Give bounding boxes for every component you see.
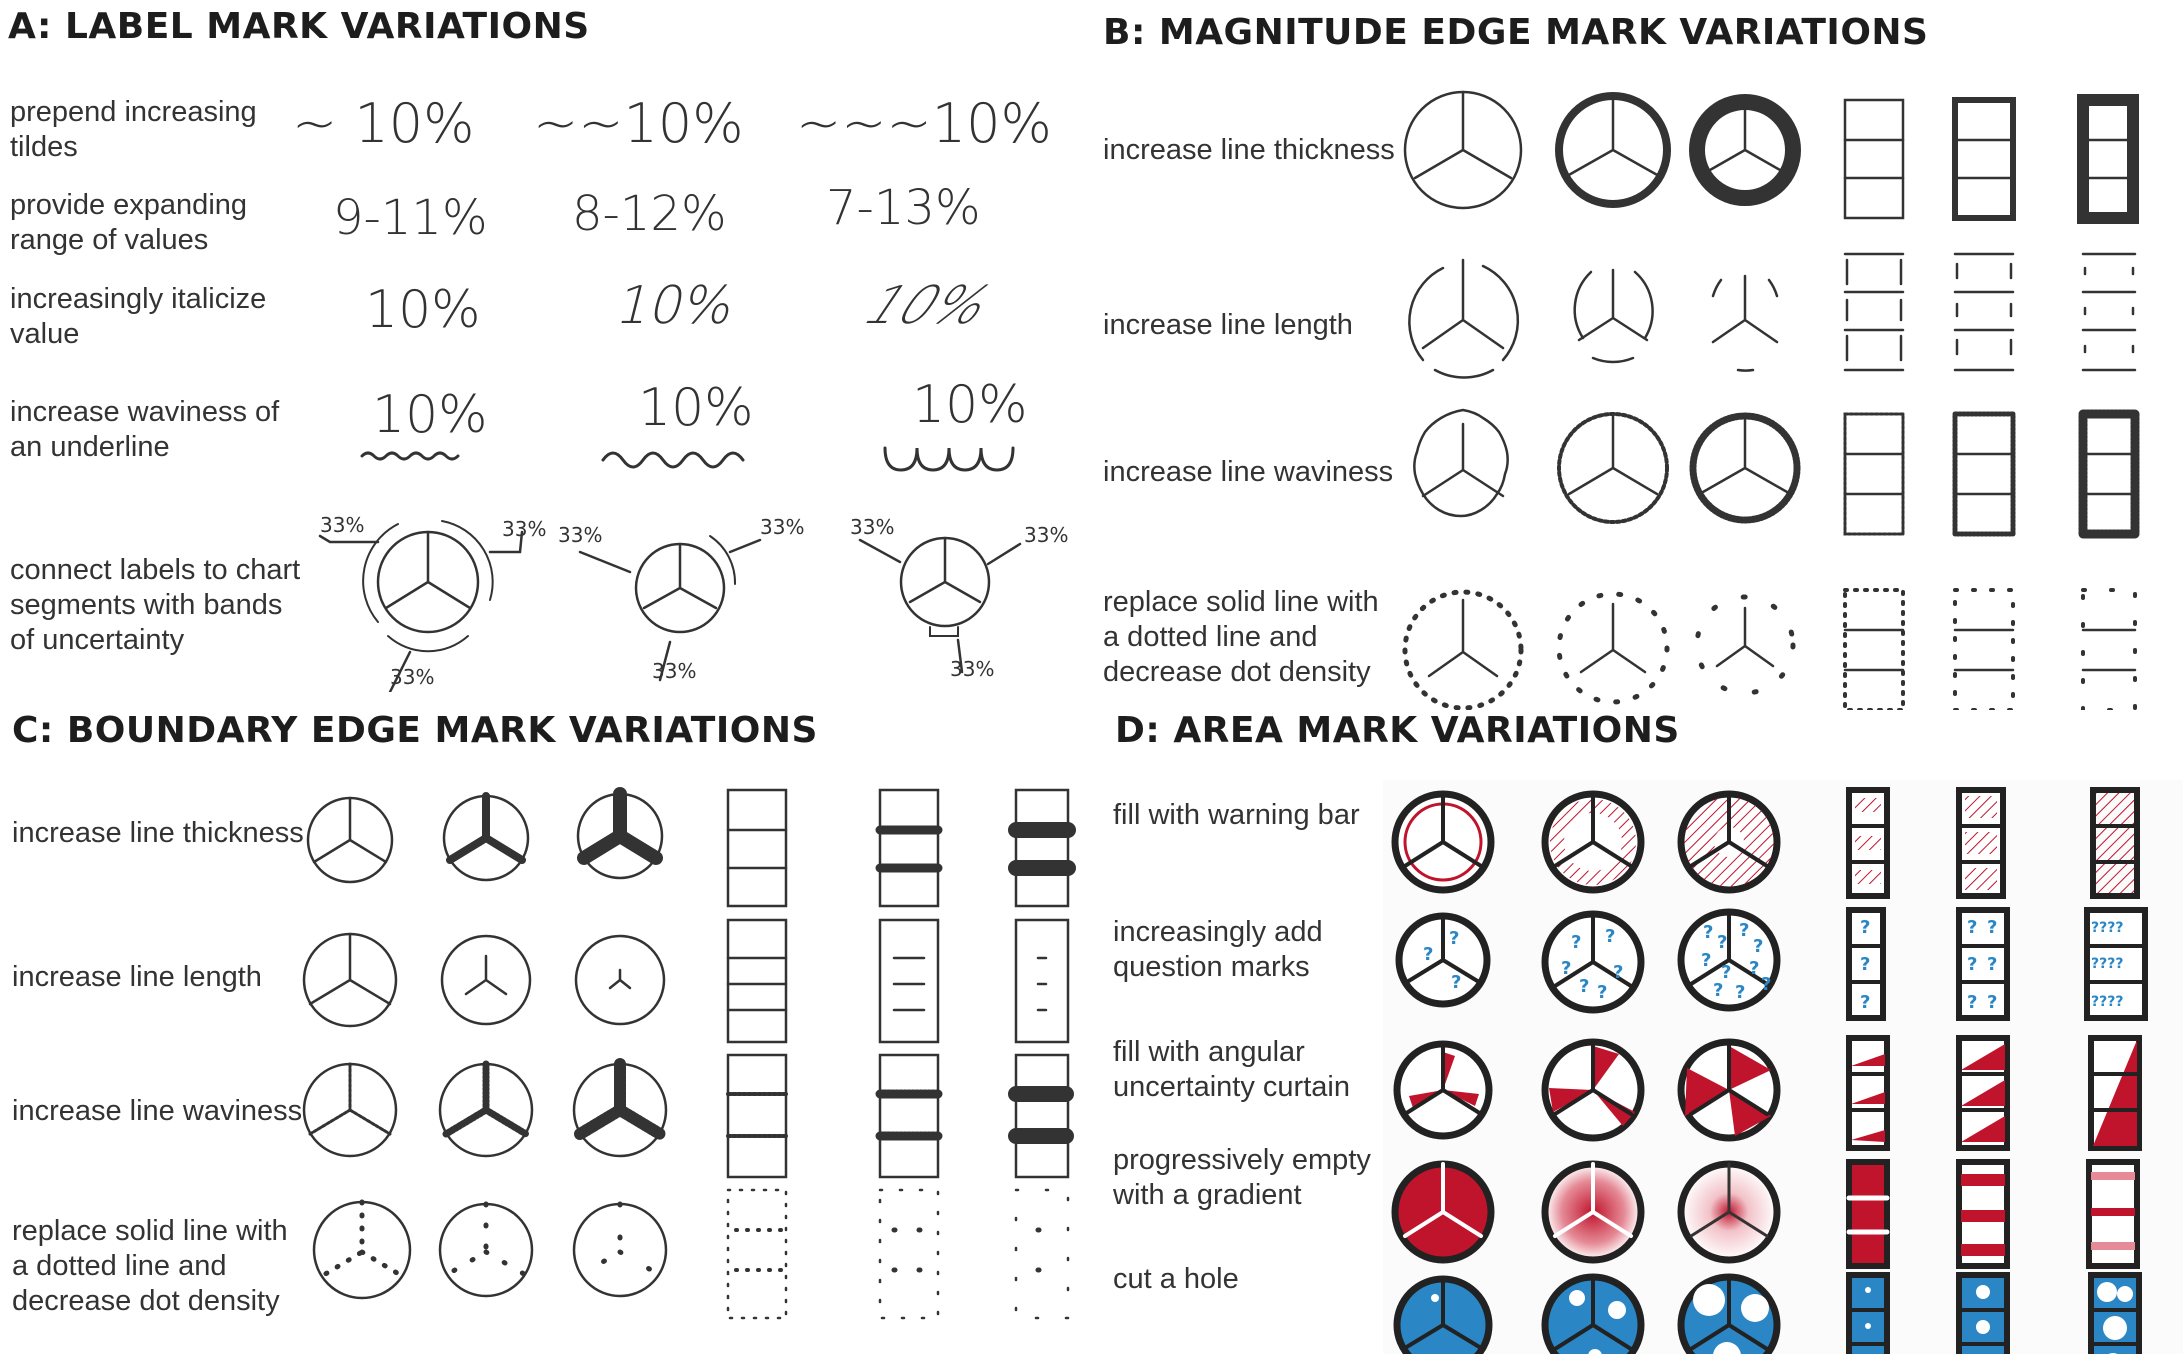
panel-d-row-2-label: increasingly add question marks <box>1113 916 1323 983</box>
svg-text:?: ? <box>1613 962 1623 983</box>
connected-label-1a: 33% <box>320 513 364 537</box>
svg-text:?: ? <box>1571 932 1581 953</box>
svg-text:?: ? <box>1761 974 1771 995</box>
panel-d-sketches: ??? ?????? ?????????? ??? ?????? ???????… <box>1391 787 2148 1354</box>
panel-b-row-1-label: increase line thickness <box>1103 134 1395 166</box>
svg-text:?: ? <box>1967 992 1977 1013</box>
panel-d-row-5-label: cut a hole <box>1113 1263 1239 1295</box>
svg-text:?: ? <box>1597 982 1607 1003</box>
connected-label-3b: 33% <box>1024 523 1068 547</box>
panel-c-row-2-label: increase line length <box>12 961 262 993</box>
svg-text:?: ? <box>1451 972 1461 993</box>
connected-label-2c: 33% <box>652 659 696 683</box>
svg-text:????: ???? <box>2091 956 2123 972</box>
svg-text:?: ? <box>1860 954 1870 975</box>
svg-text:?: ? <box>1967 954 1977 975</box>
panel-a-title: A: LABEL MARK VARIATIONS <box>8 6 590 47</box>
panel-a-row-4-label: increase waviness of an underline <box>10 396 280 463</box>
svg-text:?: ? <box>1721 962 1731 983</box>
connected-label-1c: 33% <box>390 665 434 689</box>
svg-text:?: ? <box>1605 926 1615 947</box>
svg-text:?: ? <box>1987 917 1997 938</box>
svg-text:?: ? <box>1753 936 1763 957</box>
connected-label-3a: 33% <box>850 515 894 539</box>
svg-text:?: ? <box>1860 992 1870 1013</box>
svg-text:????: ???? <box>2091 994 2123 1010</box>
panel-c-sketches <box>302 787 1076 1320</box>
panel-d-title: D: AREA MARK VARIATIONS <box>1115 710 1680 751</box>
panel-a-row-3-label: increasingly italicize value <box>10 283 267 350</box>
panel-b-row-4-label: replace solid line with a dotted line an… <box>1103 586 1379 688</box>
svg-text:?: ? <box>1703 922 1713 943</box>
svg-text:?: ? <box>1739 920 1749 941</box>
panel-a-row-1-label: prepend increasing tildes <box>10 96 257 163</box>
connected-label-2b: 33% <box>760 515 804 539</box>
panel-c-row-4-label: replace solid line with a dotted line an… <box>12 1215 288 1317</box>
svg-text:?: ? <box>1749 958 1759 979</box>
wavy-underlines <box>360 446 1015 472</box>
panel-b-row-3-label: increase line waviness <box>1103 456 1394 488</box>
svg-text:?: ? <box>1860 917 1870 938</box>
panel-c-row-3-label: increase line waviness <box>12 1095 303 1127</box>
panel-d-row-1-label: fill with warning bar <box>1113 799 1360 831</box>
svg-text:?: ? <box>1967 917 1977 938</box>
wavy-label-3: 10% <box>912 375 1028 435</box>
svg-text:?: ? <box>1701 950 1711 971</box>
svg-text:????: ???? <box>2091 920 2123 936</box>
svg-text:?: ? <box>1423 944 1433 965</box>
panel-b-row-2-label: increase line length <box>1103 309 1353 341</box>
panel-d-background <box>1383 780 2183 1354</box>
range-label-3: 7-13% <box>826 180 981 236</box>
connected-label-1b: 33% <box>502 517 546 541</box>
panel-b-sketches <box>1402 90 2140 710</box>
panel-b-title: B: MAGNITUDE EDGE MARK VARIATIONS <box>1103 12 1929 53</box>
italic-label-1: 10% <box>365 280 481 340</box>
svg-text:?: ? <box>1579 976 1589 997</box>
svg-text:?: ? <box>1561 958 1571 979</box>
panel-c-title: C: BOUNDARY EDGE MARK VARIATIONS <box>12 710 818 751</box>
panel-a-row-2-label: provide expanding range of values <box>10 189 248 256</box>
wavy-label-2: 10% <box>638 378 754 438</box>
range-label-1: 9-11% <box>333 190 488 246</box>
connected-label-3c: 33% <box>950 657 994 681</box>
svg-text:?: ? <box>1987 954 1997 975</box>
question-marks: ??? ?????? ?????????? ??? ?????? ???????… <box>1423 917 2123 1013</box>
svg-text:?: ? <box>1717 932 1727 953</box>
panel-d-row-4-label: progressively empty with a gradient <box>1113 1144 1371 1211</box>
svg-text:?: ? <box>1987 992 1997 1013</box>
svg-text:?: ? <box>1449 928 1459 949</box>
panel-d-row-3-label: fill with angular uncertainty curtain <box>1113 1036 1350 1103</box>
wavy-label-1: 10% <box>372 385 488 445</box>
connected-label-pies: 33% 33% 33% 33% 33% 33% 33% 33% 33% <box>318 513 1068 692</box>
svg-text:?: ? <box>1735 982 1745 1003</box>
tilde-label-1: ~ 10% <box>292 92 475 155</box>
panel-a-row-5-label: connect labels to chart segments with ba… <box>10 554 301 656</box>
panel-c-row-1-label: increase line thickness <box>12 817 304 849</box>
tilde-label-2: ~~10% <box>533 92 744 155</box>
connected-label-2a: 33% <box>558 523 602 547</box>
range-label-2: 8-12% <box>572 186 727 242</box>
svg-text:?: ? <box>1713 980 1723 1001</box>
tilde-label-3: ~~~10% <box>796 92 1052 155</box>
